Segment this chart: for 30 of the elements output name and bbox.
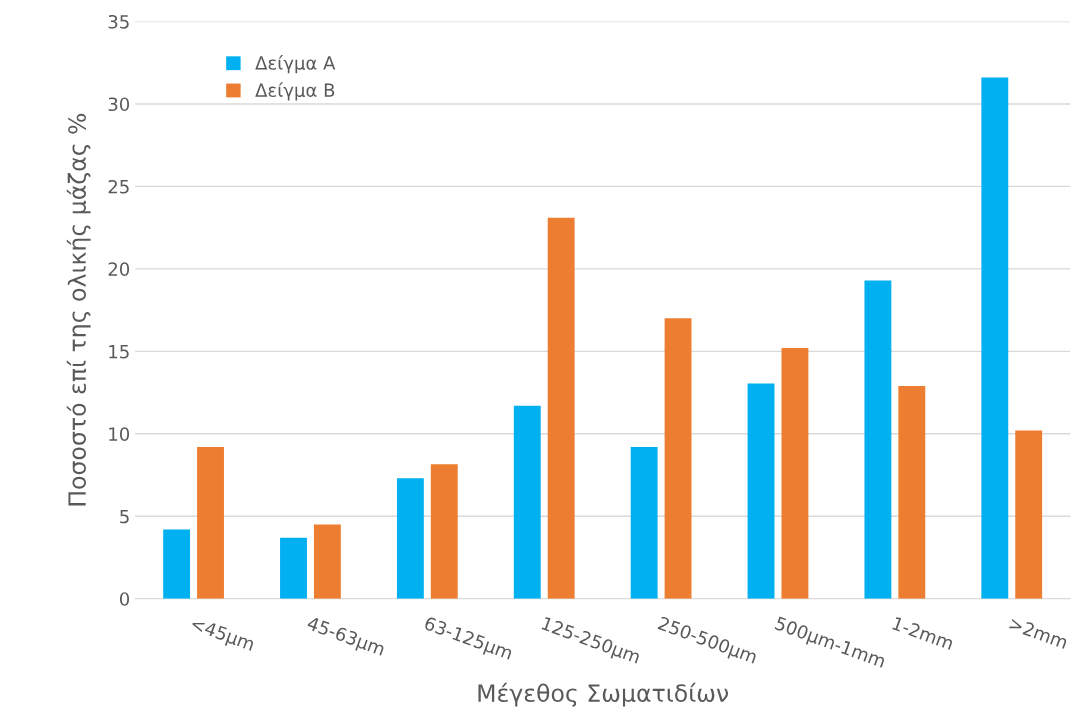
- x-tick-label: <45μm: [189, 616, 256, 655]
- y-tick-label: 10: [109, 427, 130, 441]
- x-tick-label: >2mm: [1008, 616, 1069, 649]
- legend-label: Δείγμα Α: [255, 55, 336, 74]
- bar: [630, 446, 658, 599]
- x-axis-title: Μέγεθος Σωματιδίων: [478, 682, 729, 707]
- y-tick-label: 30: [108, 97, 130, 112]
- bar: [781, 348, 809, 599]
- bar: [313, 524, 341, 599]
- y-tick-label: 20: [108, 262, 130, 276]
- bar: [280, 537, 307, 599]
- y-tick-label: 15: [109, 345, 129, 359]
- bar: [864, 280, 892, 599]
- legend-label: Δείγμα Β: [255, 82, 335, 101]
- bar: [430, 464, 458, 599]
- bar: [547, 217, 575, 599]
- y-axis-title: Ποσοστό επί της ολικής μάζας %: [66, 113, 91, 506]
- bar: [747, 383, 775, 599]
- bar: [513, 405, 541, 599]
- bar: [664, 318, 692, 599]
- y-tick-label: 0: [119, 592, 130, 606]
- bar: [197, 446, 224, 599]
- y-tick-label: 25: [108, 179, 129, 194]
- bar: [1015, 430, 1043, 599]
- bar: [898, 385, 926, 599]
- bar: [396, 478, 424, 599]
- y-tick-label: 35: [108, 14, 129, 29]
- y-tick-label: 5: [120, 509, 129, 524]
- bar: [981, 77, 1009, 599]
- bar: [163, 529, 191, 599]
